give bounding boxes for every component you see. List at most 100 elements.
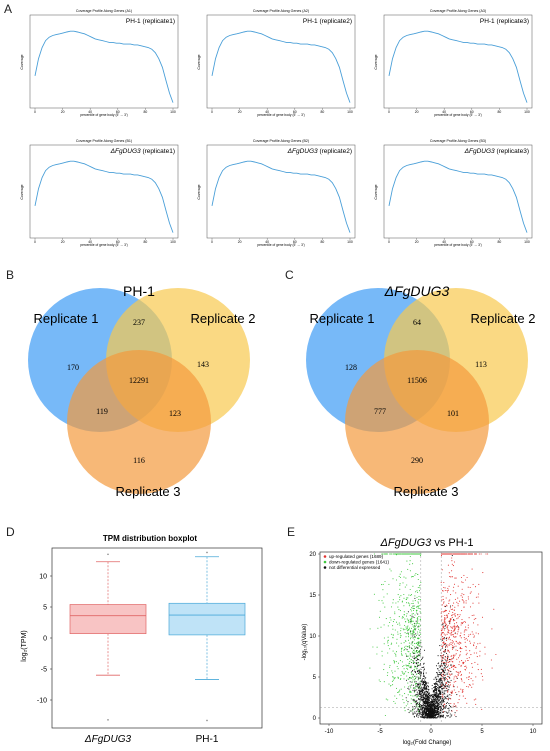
volcano-point bbox=[414, 689, 416, 691]
venn-count-only2: 143 bbox=[197, 360, 209, 369]
volcano-point bbox=[422, 667, 424, 669]
volcano-point bbox=[420, 581, 422, 584]
volcano-point bbox=[425, 715, 427, 717]
volcano-point bbox=[391, 642, 393, 644]
volcano-point bbox=[415, 705, 417, 707]
volcano-point bbox=[399, 689, 401, 691]
volcano-point bbox=[451, 666, 453, 669]
volcano-point bbox=[439, 701, 441, 703]
volcano-point bbox=[419, 599, 421, 601]
volcano-point bbox=[417, 701, 419, 704]
volcano-point bbox=[405, 626, 407, 628]
volcano-point bbox=[459, 600, 461, 602]
volcano-point bbox=[412, 673, 414, 675]
coverage-plot: Coverage Profile Along Genes (A2) PH-1 (r… bbox=[195, 6, 359, 118]
volcano-point bbox=[452, 634, 455, 636]
volcano-point bbox=[410, 687, 412, 689]
volcano-point bbox=[464, 553, 466, 555]
volcano-point bbox=[449, 607, 451, 609]
boxplot-outlier bbox=[206, 719, 208, 722]
volcano-point bbox=[447, 691, 449, 693]
volcano-point bbox=[424, 705, 426, 707]
volcano-point bbox=[412, 689, 414, 691]
volcano-point bbox=[394, 613, 396, 615]
volcano-point bbox=[451, 555, 453, 557]
volcano-point bbox=[449, 621, 451, 623]
volcano-point bbox=[412, 714, 414, 716]
volcano-point bbox=[400, 595, 402, 597]
volcano-point bbox=[424, 716, 426, 718]
volcano-point bbox=[457, 603, 459, 605]
volcano-point bbox=[416, 655, 418, 657]
venn-label-replicate2: Replicate 2 bbox=[470, 311, 535, 326]
volcano-point bbox=[397, 631, 399, 633]
volcano-point bbox=[473, 642, 475, 644]
volcano-point bbox=[419, 655, 421, 657]
volcano-point bbox=[438, 687, 440, 690]
volcano-point bbox=[441, 682, 443, 685]
volcano-point bbox=[392, 578, 394, 580]
volcano-point bbox=[425, 710, 427, 712]
volcano-point bbox=[416, 631, 419, 633]
volcano-point bbox=[421, 689, 423, 691]
volcano-legend-marker bbox=[323, 566, 327, 569]
volcano-point bbox=[437, 699, 439, 701]
volcano-point bbox=[407, 678, 409, 680]
volcano-point bbox=[397, 623, 399, 625]
volcano-point bbox=[405, 653, 407, 655]
volcano-point bbox=[410, 608, 412, 611]
volcano-point bbox=[410, 594, 412, 597]
volcano-point bbox=[410, 666, 412, 668]
volcano-point bbox=[477, 643, 479, 645]
volcano-point bbox=[416, 617, 419, 619]
volcano-point bbox=[426, 699, 428, 701]
volcano-point bbox=[376, 646, 378, 648]
volcano-point bbox=[455, 640, 457, 643]
volcano-point bbox=[451, 557, 453, 559]
volcano-point bbox=[462, 582, 464, 584]
volcano-point bbox=[451, 714, 453, 716]
volcano-point bbox=[409, 570, 411, 572]
volcano-point bbox=[412, 600, 414, 602]
volcano-point bbox=[450, 671, 452, 673]
volcano-point bbox=[447, 650, 449, 652]
volcano-xtick-label: 10 bbox=[530, 729, 537, 735]
volcano-point bbox=[437, 713, 440, 715]
volcano-point bbox=[420, 671, 422, 673]
volcano-point bbox=[408, 605, 410, 607]
volcano-point bbox=[426, 705, 428, 707]
volcano-point bbox=[448, 708, 450, 710]
coverage-xtick-label: 0 bbox=[388, 110, 390, 114]
volcano-point bbox=[438, 665, 440, 667]
volcano-point bbox=[419, 670, 421, 672]
volcano-point bbox=[457, 605, 459, 607]
coverage-xtick-label: 20 bbox=[61, 110, 65, 114]
volcano-point bbox=[415, 660, 417, 662]
volcano-point bbox=[475, 553, 478, 555]
volcano-point bbox=[445, 610, 447, 612]
volcano-point bbox=[412, 637, 414, 639]
volcano-point bbox=[469, 684, 471, 686]
volcano-point bbox=[403, 614, 405, 616]
coverage-xtick-label: 80 bbox=[321, 110, 325, 114]
volcano-point bbox=[466, 639, 468, 641]
volcano-point bbox=[444, 717, 446, 719]
volcano-point bbox=[484, 653, 486, 655]
volcano-point bbox=[386, 674, 388, 676]
volcano-point bbox=[409, 666, 411, 668]
volcano-point bbox=[472, 583, 474, 585]
volcano-point bbox=[436, 683, 438, 685]
volcano-point bbox=[410, 694, 412, 696]
volcano-point bbox=[441, 674, 443, 676]
volcano-point bbox=[434, 701, 436, 703]
volcano-point bbox=[419, 678, 421, 680]
volcano-point bbox=[473, 652, 475, 654]
volcano-point bbox=[452, 553, 454, 555]
volcano-point bbox=[392, 650, 394, 652]
volcano-point bbox=[464, 645, 466, 647]
volcano-point bbox=[409, 553, 411, 555]
volcano-point bbox=[423, 699, 425, 702]
volcano-point bbox=[412, 710, 414, 712]
volcano-point bbox=[475, 703, 477, 705]
venn-label-replicate3: Replicate 3 bbox=[115, 484, 180, 499]
